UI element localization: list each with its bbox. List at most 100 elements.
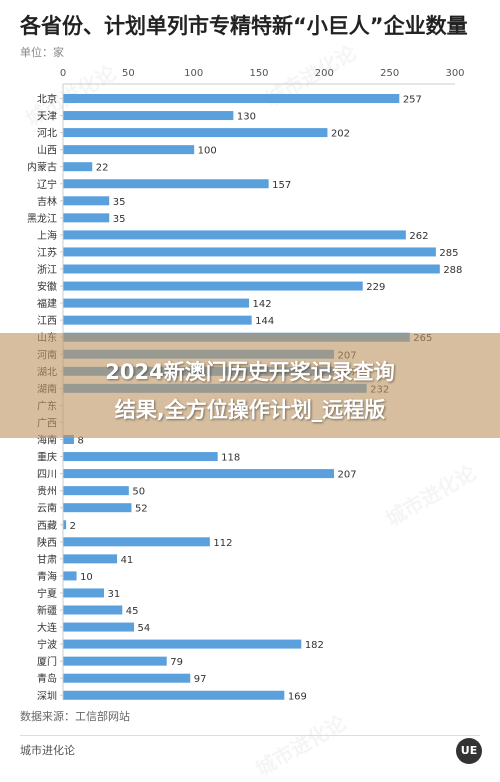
category-label: 宁夏 <box>37 587 57 600</box>
bar <box>63 179 269 189</box>
watermark: 城市进化论 <box>251 710 351 782</box>
bar <box>63 486 129 496</box>
banner-line-2: 结果,全方位操作计划_远程版 <box>114 398 386 422</box>
value-label: 8 <box>77 436 83 447</box>
value-label: 157 <box>272 180 291 191</box>
category-label: 陕西 <box>37 536 57 549</box>
value-label: 112 <box>213 538 232 549</box>
value-label: 97 <box>194 674 207 685</box>
category-label: 江西 <box>37 315 57 327</box>
value-label: 207 <box>337 470 356 481</box>
bar <box>63 213 110 223</box>
category-label: 贵州 <box>37 485 57 498</box>
bar <box>63 230 406 240</box>
value-label: 50 <box>132 487 145 498</box>
category-label: 河北 <box>37 128 57 140</box>
value-label: 202 <box>331 129 350 140</box>
bar <box>63 520 67 530</box>
category-label: 新疆 <box>37 604 57 617</box>
banner-line-1: 2024新澳门历史开奖记录查询 <box>105 360 395 384</box>
bar <box>63 656 167 666</box>
value-label: 142 <box>253 299 272 310</box>
x-tick-label: 200 <box>315 68 334 79</box>
x-tick-label: 50 <box>122 68 135 79</box>
value-label: 257 <box>403 95 422 106</box>
x-tick-label: 100 <box>184 68 203 79</box>
value-label: 144 <box>255 316 274 327</box>
bar <box>63 622 135 632</box>
bar <box>63 537 210 547</box>
category-label: 青岛 <box>37 672 57 685</box>
x-tick-label: 150 <box>249 68 268 79</box>
brand-name: 城市进化论 <box>20 744 75 757</box>
category-label: 辽宁 <box>37 178 57 191</box>
bar <box>63 196 110 206</box>
category-label: 重庆 <box>37 451 57 464</box>
category-label: 深圳 <box>37 690 57 700</box>
chart-title: 各省份、计划单列市专精特新“小巨人”企业数量 <box>20 14 468 38</box>
value-label: 10 <box>80 572 93 583</box>
category-label: 甘肃 <box>37 553 57 566</box>
category-label: 内蒙古 <box>27 161 57 174</box>
value-label: 31 <box>108 589 121 600</box>
category-label: 安徽 <box>37 280 57 293</box>
source-note: 数据来源：工信部网站 <box>20 710 130 723</box>
category-label: 吉林 <box>37 195 57 208</box>
value-label: 52 <box>135 504 148 515</box>
footer-divider <box>20 735 480 736</box>
value-label: 35 <box>113 197 126 208</box>
category-label: 北京 <box>37 93 57 106</box>
value-label: 182 <box>305 640 324 651</box>
bar <box>63 298 250 308</box>
value-label: 118 <box>221 453 240 464</box>
value-label: 22 <box>96 163 109 174</box>
value-label: 229 <box>366 282 385 293</box>
bar <box>63 145 195 155</box>
bar <box>63 435 74 444</box>
bar <box>63 571 77 581</box>
category-label: 黑龙江 <box>27 212 57 225</box>
value-label: 2 <box>70 521 76 532</box>
value-label: 130 <box>237 112 256 123</box>
category-label: 大连 <box>37 621 57 634</box>
value-label: 169 <box>288 691 307 700</box>
bar <box>63 605 123 615</box>
x-tick-label: 250 <box>380 68 399 79</box>
bar <box>63 111 234 121</box>
category-label: 宁波 <box>37 638 57 651</box>
category-label: 浙江 <box>37 264 57 276</box>
value-label: 288 <box>443 265 462 276</box>
bar <box>63 128 328 138</box>
category-label: 西藏 <box>37 520 57 532</box>
value-label: 35 <box>113 214 126 225</box>
value-label: 54 <box>138 623 151 634</box>
value-label: 285 <box>439 248 458 259</box>
bar <box>63 264 440 274</box>
value-label: 79 <box>170 657 183 668</box>
bar <box>63 452 218 462</box>
bar <box>63 281 363 291</box>
category-label: 江苏 <box>37 246 57 259</box>
bar <box>63 554 118 564</box>
value-label: 41 <box>121 555 134 566</box>
bar <box>63 503 132 513</box>
category-label: 福建 <box>37 297 57 310</box>
category-label: 山西 <box>37 145 57 157</box>
bar <box>63 588 105 598</box>
value-label: 262 <box>409 231 428 242</box>
x-tick-label: 300 <box>445 68 464 79</box>
bar <box>63 639 302 649</box>
category-label: 云南 <box>37 502 57 515</box>
bar <box>63 162 93 172</box>
category-label: 上海 <box>37 229 57 242</box>
value-label: 45 <box>126 606 139 617</box>
bar <box>63 247 436 257</box>
category-label: 天津 <box>37 111 57 123</box>
category-label: 青海 <box>37 570 57 583</box>
overlay-banner <box>0 333 500 438</box>
unit-label: 单位：家 <box>20 46 64 59</box>
brand-logo-icon: UE <box>456 738 482 764</box>
category-label: 四川 <box>37 470 57 481</box>
bar <box>63 469 334 479</box>
bar <box>63 94 400 103</box>
